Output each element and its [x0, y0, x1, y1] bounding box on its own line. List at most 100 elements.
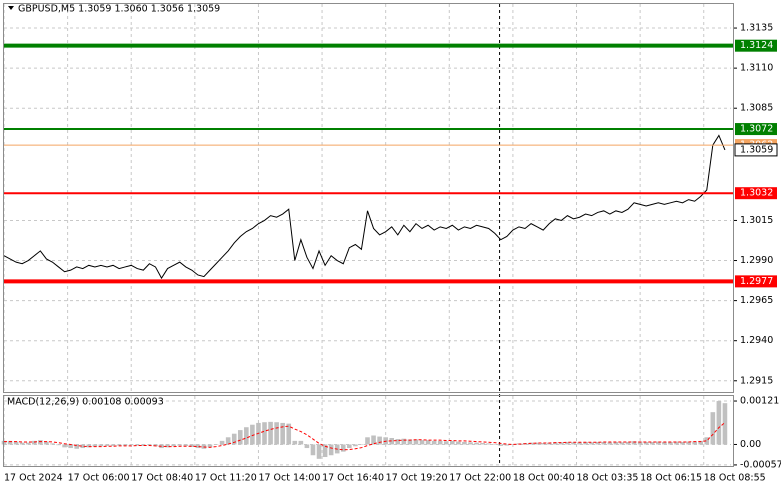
histogram-bar: [104, 444, 110, 446]
histogram-bar: [86, 444, 92, 448]
histogram-bar: [583, 441, 588, 445]
histogram-bar: [128, 444, 134, 446]
histogram-bar: [716, 401, 722, 445]
histogram-bar: [534, 442, 540, 445]
histogram-bar: [474, 442, 479, 445]
x-tick-label: 17 Oct 22:00: [449, 473, 511, 484]
histogram-bar: [74, 444, 79, 449]
histogram-bar: [213, 444, 219, 445]
y-tick-label: 1.3110: [740, 63, 773, 74]
histogram-bar: [559, 442, 564, 445]
histogram-bar: [401, 438, 407, 445]
histogram-bar: [365, 437, 370, 445]
histogram-bar: [468, 442, 473, 445]
histogram-bar: [462, 441, 467, 445]
histogram-bar: [322, 444, 328, 458]
histogram-bar: [437, 440, 443, 445]
level-label-bg: [735, 275, 777, 288]
histogram-bar: [456, 441, 461, 445]
histogram-bar: [565, 441, 570, 445]
histogram-bar: [425, 440, 431, 445]
histogram-bar: [347, 444, 352, 449]
histogram-bar: [553, 442, 558, 445]
x-tick-label: 17 Oct 11:20: [195, 473, 257, 484]
macd-frame: [3, 395, 734, 467]
y-tick-label: 1.2965: [740, 295, 773, 306]
x-tick-label: 18 Oct 08:55: [704, 473, 766, 484]
histogram-bar: [510, 444, 516, 445]
histogram-bar: [7, 440, 13, 445]
histogram-bar: [237, 430, 243, 445]
histogram-bar: [498, 444, 504, 446]
histogram-bar: [298, 440, 304, 445]
y-tick-label: 1.2990: [740, 255, 773, 266]
histogram-bar: [607, 442, 613, 445]
histogram-bar: [546, 442, 552, 445]
histogram-bar: [589, 442, 594, 445]
macd-title: MACD(12,26,9) 0.00108 0.00093: [7, 397, 164, 408]
histogram-bar: [316, 444, 322, 459]
histogram-bar: [153, 444, 158, 447]
y-tick-label: -0.00057: [740, 459, 781, 470]
histogram-bar: [577, 442, 582, 445]
histogram-bar: [328, 444, 334, 456]
x-tick-label: 17 Oct 19:20: [386, 473, 448, 484]
level-label: 1.3124: [740, 40, 773, 51]
histogram-bar: [662, 441, 667, 445]
histogram-bar: [492, 444, 498, 445]
histogram-bar: [619, 442, 625, 445]
histogram-bar: [656, 441, 661, 445]
histogram-bar: [292, 440, 298, 445]
histogram-bar: [643, 441, 649, 445]
histogram-bar: [268, 421, 273, 445]
histogram-bar: [419, 440, 425, 445]
histogram-bar: [177, 444, 182, 446]
histogram-bar: [116, 444, 122, 446]
histogram-bar: [25, 442, 31, 445]
histogram-bar: [431, 440, 437, 445]
y-tick-label: 1.3135: [740, 23, 773, 34]
level-label-bg: [735, 123, 777, 136]
histogram-bar: [613, 441, 619, 445]
collapse-icon: [8, 6, 14, 10]
y-tick-label: 1.2940: [740, 335, 773, 346]
histogram-bar: [134, 444, 140, 446]
histogram-bar: [274, 422, 279, 445]
histogram-bar: [244, 427, 249, 445]
histogram-bar: [262, 422, 267, 445]
histogram-bar: [310, 444, 316, 456]
histogram-bar: [674, 441, 679, 445]
histogram-bar: [280, 422, 285, 445]
y-tick-label: 0.00: [740, 439, 761, 450]
histogram-bar: [407, 439, 413, 445]
main-frame: [3, 3, 734, 393]
histogram-bar: [692, 441, 697, 445]
histogram-bar: [710, 412, 716, 445]
histogram-bar: [704, 437, 710, 445]
histogram-bar: [50, 443, 55, 445]
y-tick-label: 0.00121: [740, 396, 779, 407]
histogram-bar: [359, 444, 364, 445]
histogram-bar: [286, 423, 292, 445]
histogram-bar: [377, 436, 382, 445]
histogram-bar: [371, 435, 376, 445]
histogram-bar: [668, 441, 673, 445]
histogram-bar: [44, 441, 49, 445]
histogram-bar: [38, 440, 43, 445]
histogram-bar: [625, 441, 631, 445]
histogram-bar: [80, 444, 86, 449]
level-label: 1.3072: [740, 124, 773, 135]
histogram-bar: [680, 441, 685, 445]
histogram-bar: [141, 444, 146, 446]
histogram-bar: [304, 444, 310, 449]
price-line: [3, 134, 726, 280]
histogram-bar: [637, 441, 643, 445]
y-tick-label: 1.3015: [740, 215, 773, 226]
x-tick-label: 18 Oct 03:35: [577, 473, 639, 484]
histogram-bar: [56, 444, 61, 446]
histogram-bar: [480, 443, 485, 445]
histogram-bar: [595, 441, 601, 445]
signal-line: [4, 422, 726, 451]
x-tick-label: 18 Oct 00:40: [513, 473, 575, 484]
histogram-bar: [340, 444, 346, 452]
